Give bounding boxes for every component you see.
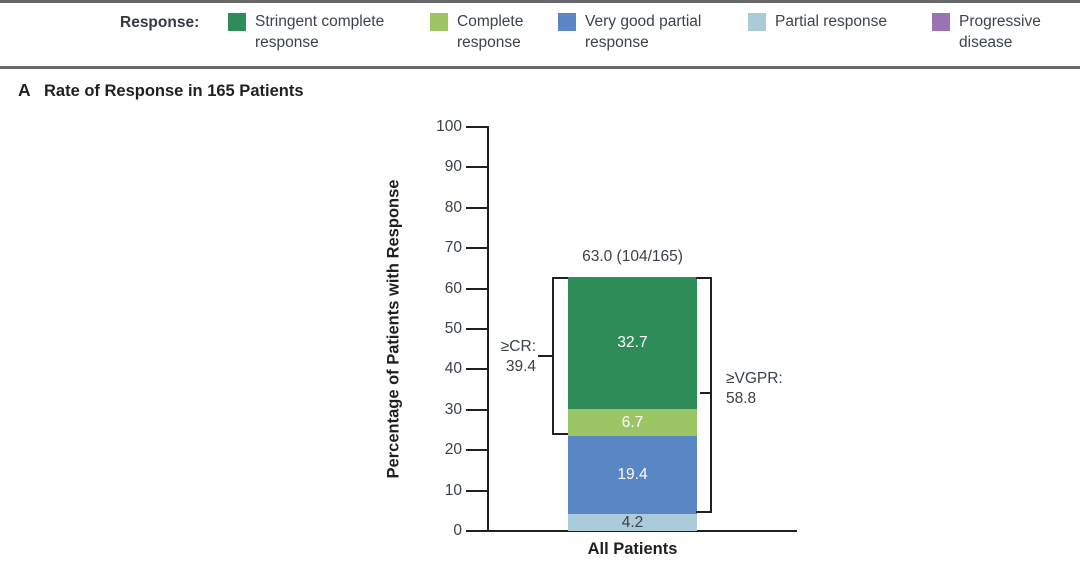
cr-bracket-bottom-arm <box>552 433 568 435</box>
y-tick-label: 80 <box>444 198 462 216</box>
y-tick-label: 10 <box>444 481 462 499</box>
y-tick-label: 60 <box>444 279 462 297</box>
y-tick-mark <box>466 328 487 330</box>
legend-item-label: Progressive disease <box>959 13 1041 51</box>
y-tick-label: 20 <box>444 441 462 459</box>
y-tick-mark <box>466 126 487 128</box>
x-category-label: All Patients <box>587 540 678 558</box>
y-tick-label: 30 <box>444 400 462 418</box>
cr-bracket-label: ≥CR: 39.4 <box>500 338 536 375</box>
y-tick-label: 0 <box>453 522 462 539</box>
legend-swatch-very-good-partial-response <box>558 13 576 31</box>
y-tick-label: 50 <box>444 320 462 337</box>
stacked-bar: 4.2 19.4 6.7 32.7 <box>568 126 697 531</box>
legend-swatch-partial-response <box>748 13 766 31</box>
y-tick-mark <box>466 449 487 452</box>
legend-item-label: Very good partial response <box>585 13 702 51</box>
legend-item-label: Stringent complete response <box>255 13 385 51</box>
legend-swatch-complete-response <box>430 13 448 31</box>
y-tick-mark <box>466 247 487 250</box>
top-rule <box>0 0 1080 3</box>
vgpr-bracket-label: ≥VGPR: 58.8 <box>726 370 783 407</box>
y-tick-label: 70 <box>444 239 462 257</box>
bar-total-label: 63.0 (104/165) <box>582 248 683 265</box>
bar-segment-partial-response: 4.2 <box>568 514 697 531</box>
legend-item: Very good partial response <box>558 12 701 53</box>
bar-segment-value: 4.2 <box>621 514 644 532</box>
vgpr-bracket-top-arm <box>696 277 712 279</box>
bar-segment-very-good-partial-response: 19.4 <box>568 435 697 515</box>
bar-segment-value: 32.7 <box>617 334 648 352</box>
bar-segment-stringent-complete-response: 32.7 <box>568 276 697 409</box>
legend-item-label: Partial response <box>775 13 888 30</box>
bar-segment-complete-response: 6.7 <box>568 408 697 436</box>
y-tick-mark <box>466 368 487 371</box>
vgpr-bracket-vertical <box>710 277 712 513</box>
y-tick-mark <box>466 408 487 411</box>
vgpr-bracket-mid-tick <box>700 392 710 394</box>
legend-item-label: Complete response <box>457 13 524 51</box>
y-tick-mark <box>466 287 487 290</box>
bar-segment-value: 19.4 <box>617 466 648 484</box>
legend-item: Complete response <box>430 12 523 53</box>
vgpr-bracket-bottom-arm <box>696 511 712 513</box>
y-tick-label: 100 <box>436 118 462 135</box>
panel-letter: A <box>18 80 31 100</box>
y-tick-label: 40 <box>444 360 462 378</box>
cr-bracket-top-arm <box>552 277 568 279</box>
y-tick-mark <box>466 166 487 169</box>
y-tick-label: 90 <box>444 158 462 176</box>
legend-divider-rule <box>0 66 1080 69</box>
panel-title: Rate of Response in 165 Patients <box>44 82 304 100</box>
legend-item: Progressive disease <box>932 12 1041 53</box>
legend-swatch-progressive-disease <box>932 13 950 31</box>
y-tick-mark <box>466 489 487 492</box>
cr-bracket-vertical <box>552 277 554 435</box>
y-tick-mark <box>466 530 487 532</box>
bar-segment-value: 6.7 <box>621 413 644 431</box>
legend-item: Stringent complete response <box>228 12 384 53</box>
legend-item: Partial response <box>748 12 887 33</box>
y-axis-line <box>487 126 489 531</box>
legend-swatch-stringent-complete-response <box>228 13 246 31</box>
legend-title: Response: <box>120 14 200 31</box>
y-tick-mark <box>466 206 487 209</box>
cr-bracket-mid-tick <box>538 355 552 357</box>
